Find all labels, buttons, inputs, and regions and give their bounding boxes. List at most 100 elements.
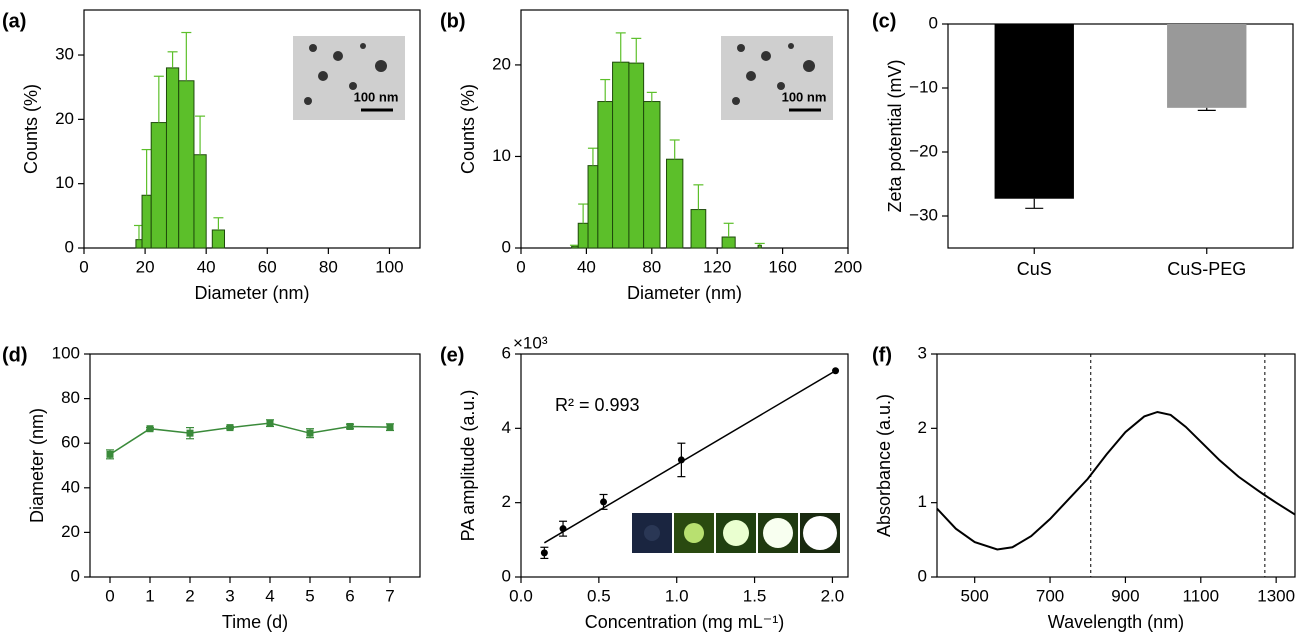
y-tick-label: 0 (929, 13, 938, 32)
inset-label-bg (348, 90, 402, 116)
histogram-bar (587, 165, 599, 249)
annotation: R² = 0.993 (555, 395, 640, 415)
marker (186, 429, 194, 437)
fit-line (543, 370, 836, 544)
y-axis-label: Diameter (nm) (27, 408, 47, 523)
histogram-bar (597, 101, 614, 249)
marker (306, 429, 314, 437)
x-tick-label: 3 (225, 586, 234, 605)
inset-particle (318, 71, 328, 81)
x-tick-label: 200 (834, 257, 862, 276)
point (600, 498, 608, 506)
inset-particle (360, 43, 366, 49)
x-tick-label: 60 (258, 257, 277, 276)
panel-label: (a) (2, 10, 26, 32)
x-axis-label: Wavelength (nm) (1048, 612, 1184, 632)
x-tick-label: 20 (136, 257, 155, 276)
y-tick-label: 30 (55, 45, 74, 64)
x-tick-label: 7 (385, 586, 394, 605)
x-axis-label: Time (d) (222, 612, 288, 632)
histogram-bar (612, 61, 630, 249)
x-axis-label: Diameter (nm) (194, 283, 309, 303)
x-tick-label: 100 (375, 257, 403, 276)
inset-particle (375, 60, 387, 72)
marker (346, 422, 354, 430)
y-tick-label: 4 (502, 418, 511, 437)
histogram-bar (757, 244, 762, 249)
y-tick-label: 3 (918, 343, 927, 362)
x-tick-label: 0.0 (509, 586, 533, 605)
y-tick-label: 40 (61, 477, 80, 496)
inset-particle (737, 44, 745, 52)
panel-label: (d) (2, 344, 28, 366)
x-tick-label: 1.0 (665, 586, 689, 605)
histogram-bar (666, 158, 684, 249)
pa-glow (763, 518, 793, 548)
x-tick-label: 900 (1111, 586, 1139, 605)
x-tick-label: 2.0 (821, 586, 845, 605)
x-tick-label: 6 (345, 586, 354, 605)
inset-particle (333, 51, 343, 61)
panel-label: (f) (872, 344, 892, 366)
x-tick-label: 80 (319, 257, 338, 276)
panel-label: (b) (440, 10, 466, 32)
x-tick-label: 2 (185, 586, 194, 605)
x-tick-label: CuS (1017, 259, 1052, 279)
panel-label: (c) (872, 10, 896, 32)
y-axis-label: Counts (%) (458, 84, 478, 174)
inset-particle (788, 43, 794, 49)
bar (994, 24, 1074, 199)
histogram-bar (577, 222, 589, 249)
histogram-bar (628, 62, 645, 249)
y-tick-label: 0 (502, 237, 511, 256)
y-tick-label: 0 (502, 566, 511, 585)
histogram-bar (643, 101, 661, 249)
x-tick-label: 0 (105, 586, 114, 605)
plot-frame (89, 353, 421, 578)
inset-particle (777, 82, 785, 90)
x-tick-label: 5 (305, 586, 314, 605)
y-tick-label: 2 (918, 418, 927, 437)
histogram-bar (165, 67, 180, 249)
x-tick-label: 1300 (1257, 586, 1295, 605)
y-tick-label: 0 (918, 566, 927, 585)
histogram-bar (150, 122, 167, 249)
y-tick-label: 20 (55, 109, 74, 128)
x-tick-label: 1 (145, 586, 154, 605)
histogram-bar (571, 245, 579, 249)
x-tick-label: 80 (642, 257, 661, 276)
inset-particle (761, 51, 771, 61)
x-tick-label: 160 (768, 257, 796, 276)
y-tick-label: 0 (65, 237, 74, 256)
y-tick-label: 1 (918, 492, 927, 511)
x-tick-label: 0.5 (587, 586, 611, 605)
y-axis-label: PA amplitude (a.u.) (458, 390, 478, 542)
y-axis-label: Counts (%) (21, 84, 41, 174)
pa-glow (723, 520, 749, 546)
y-tick-label: 0 (71, 566, 80, 585)
data-line (936, 410, 1296, 551)
x-tick-label: 0 (516, 257, 525, 276)
x-tick-label: 500 (960, 586, 988, 605)
y-tick-label: 80 (61, 388, 80, 407)
inset-scale-label: 100 nm (782, 89, 827, 104)
x-tick-label: 1100 (1183, 586, 1220, 605)
plot-frame (520, 9, 849, 249)
x-tick-label: 40 (577, 257, 596, 276)
marker (266, 419, 274, 427)
point (832, 367, 840, 375)
plot-frame (947, 23, 1294, 249)
y-tick-label: 60 (61, 433, 80, 452)
pa-glow (803, 516, 837, 550)
marker (226, 424, 234, 432)
inset-scale-label: 100 nm (354, 89, 399, 104)
point (559, 525, 567, 533)
point (540, 549, 548, 557)
x-tick-label: 4 (265, 586, 274, 605)
histogram-bar (721, 236, 736, 249)
y-tick-label: 20 (61, 522, 80, 541)
x-tick-label: 40 (197, 257, 216, 276)
inset-label-bg (776, 90, 830, 116)
histogram-bar (690, 209, 707, 249)
